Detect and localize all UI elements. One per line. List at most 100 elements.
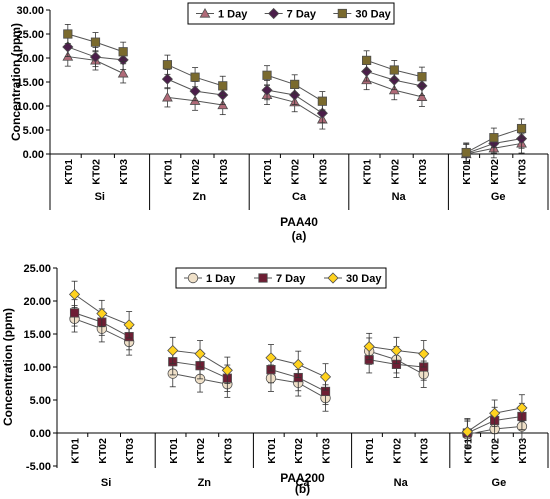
x-subcategory-label: KT03 <box>517 438 529 464</box>
data-point <box>69 308 80 318</box>
x-group-label: Ge <box>491 191 506 203</box>
chart-panel-2: -5.00 0.00 5.00 10.00 15.00 20.00 25.00 KT01 KT0… <box>1 263 549 496</box>
y-tick-label: 20.00 <box>16 53 44 65</box>
data-point <box>461 426 473 438</box>
legend-marker <box>187 272 199 284</box>
data-point <box>96 307 108 320</box>
x-group-label: Si <box>101 477 111 489</box>
data-point <box>417 72 427 82</box>
x-subcategory-label: KT01 <box>168 438 180 464</box>
y-tick-label: 0.00 <box>23 149 44 161</box>
x-subcategory-label: KT03 <box>317 159 329 185</box>
x-subcategory-label: KT01 <box>162 159 174 185</box>
y-axis-title: Concentration (ppm) <box>9 23 23 141</box>
data-point <box>162 60 173 70</box>
y-tick-label: 25.00 <box>23 263 51 275</box>
data-point <box>123 319 135 331</box>
x-subcategory-label: KT03 <box>419 438 431 464</box>
legend-label: 30 Day <box>355 9 391 21</box>
x-subcategory-label: KT02 <box>489 159 501 185</box>
data-point <box>319 371 332 383</box>
x-subcategory-label: KT02 <box>90 159 102 185</box>
y-tick-label: 20.00 <box>23 296 51 308</box>
x-group-label: Na <box>392 191 407 203</box>
y-tick-label: 25.00 <box>16 29 44 41</box>
legend: 1 Day 7 Day 30 Day <box>175 267 387 289</box>
legend-box <box>187 2 395 25</box>
x-subcategory-label: KT03 <box>218 159 230 185</box>
x-group-label: Ca <box>295 477 310 489</box>
data-point <box>221 364 233 376</box>
series-0 <box>62 46 527 165</box>
data-point <box>416 91 428 101</box>
data-point <box>117 67 129 78</box>
series-1 <box>62 36 528 164</box>
data-point <box>516 123 527 134</box>
y-axis-title: Concentration (ppm) <box>1 308 15 426</box>
x-subcategory-label: KT02 <box>490 438 502 464</box>
x-subcategory-label: KT03 <box>417 159 429 185</box>
legend-label: 1 Day <box>218 9 248 21</box>
data-point <box>389 65 399 75</box>
data-point <box>265 352 277 364</box>
data-point <box>516 402 528 414</box>
legend: 1 Day 7 Day 30 Day <box>187 2 395 25</box>
y-tick-label: 5.00 <box>23 125 44 137</box>
data-point <box>489 133 499 143</box>
chart-panel-1: 0.00 5.00 10.00 15.00 20.00 25.00 30.00 KT01 KT0… <box>9 2 549 243</box>
data-point <box>418 348 430 360</box>
legend-marker <box>258 273 268 283</box>
data-point <box>194 348 206 360</box>
panel-label: (b) <box>295 482 310 496</box>
data-point <box>317 96 327 106</box>
x-subcategory-label: KT03 <box>517 159 529 185</box>
x-subcategory-label: KT01 <box>266 438 278 464</box>
legend-marker <box>199 7 211 18</box>
x-group-label: Zn <box>193 191 207 203</box>
y-tick-label: 10.00 <box>23 362 51 374</box>
y-tick-label: 0.00 <box>30 428 51 440</box>
x-group-label: Ge <box>492 477 507 489</box>
data-point <box>161 73 173 85</box>
x-subcategory-label: KT02 <box>391 438 403 464</box>
x-subcategory-label: KT02 <box>290 159 302 185</box>
x-group-label: Na <box>394 477 409 489</box>
data-point <box>89 51 102 63</box>
x-group-label: Ca <box>292 191 307 203</box>
x-subcategory-label: KT02 <box>190 159 202 185</box>
data-point <box>218 81 228 91</box>
data-point <box>190 72 200 82</box>
panel-label: (a) <box>292 229 307 243</box>
data-point <box>162 91 173 102</box>
y-tick-label: 10.00 <box>16 101 44 113</box>
legend-label: 7 Day <box>287 9 317 21</box>
y-tick-label: 15.00 <box>23 329 51 341</box>
series-2 <box>69 280 528 446</box>
data-point <box>390 344 403 357</box>
data-point <box>262 70 272 80</box>
x-subcategory-label: KT03 <box>222 438 234 464</box>
x-subcategory-label: KT03 <box>124 438 136 464</box>
x-subcategory-label: KT03 <box>118 159 130 185</box>
data-point <box>388 74 400 86</box>
data-point <box>69 288 81 300</box>
data-point <box>290 79 300 89</box>
data-point <box>362 55 372 66</box>
data-point <box>489 407 501 419</box>
x-subcategory-label: KT01 <box>362 159 374 185</box>
x-axis-title: PAA40 <box>280 215 318 229</box>
x-subcategory-label: KT02 <box>97 438 109 464</box>
x-subcategory-label: KT01 <box>262 159 274 185</box>
data-point <box>90 37 101 47</box>
data-point <box>261 84 273 96</box>
legend-marker <box>268 7 280 20</box>
data-point <box>363 340 375 353</box>
y-tick-label: 15.00 <box>16 77 44 89</box>
legend-label: 7 Day <box>276 273 306 285</box>
data-point <box>292 358 304 370</box>
series-2 <box>63 23 527 163</box>
x-subcategory-label: KT01 <box>462 438 474 464</box>
data-point <box>118 47 128 57</box>
x-subcategory-label: KT01 <box>364 438 376 464</box>
